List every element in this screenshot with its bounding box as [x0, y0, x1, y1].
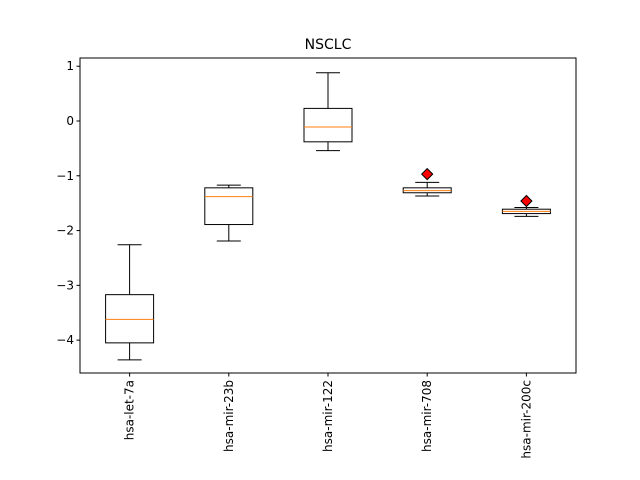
iqr-box [105, 294, 155, 344]
y-tick-label: −2 [56, 224, 74, 238]
outlier-point [520, 194, 533, 208]
iqr-box [204, 187, 254, 226]
box-hsa-mir-200c [501, 194, 551, 217]
x-tick-label: hsa-mir-122 [321, 380, 335, 452]
y-tick-label: 0 [66, 114, 74, 128]
y-tick-label: −3 [56, 278, 74, 292]
x-tick-label: hsa-mir-708 [420, 380, 434, 452]
y-tick-label: −4 [56, 333, 74, 347]
y-axis: 1 0 −1 −2 −3 −4 [56, 59, 80, 347]
plot-area [105, 72, 551, 361]
outlier-point [420, 167, 434, 181]
box-hsa-mir-23b [204, 184, 254, 242]
x-tick-label: hsa-mir-23b [222, 380, 236, 452]
y-tick-label: −1 [56, 169, 74, 183]
box-hsa-mir-708 [402, 167, 452, 197]
x-axis: hsa-let-7a hsa-mir-23b hsa-mir-122 hsa-mir-… [123, 373, 533, 459]
box-hsa-mir-122 [303, 72, 353, 152]
box-hsa-let-7a [105, 244, 155, 361]
chart-title: NSCLC [305, 37, 352, 53]
x-tick-label: hsa-let-7a [123, 380, 137, 440]
iqr-box [303, 107, 353, 143]
x-tick-label: hsa-mir-200c [519, 380, 533, 459]
y-tick-label: 1 [66, 59, 74, 73]
